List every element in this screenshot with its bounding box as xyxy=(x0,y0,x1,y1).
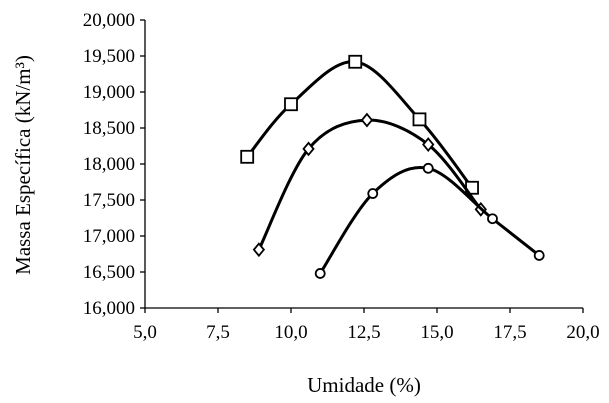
y-axis-title: Massa Específica (kN/m³) xyxy=(11,55,35,275)
x-tick-label: 10,0 xyxy=(274,322,307,343)
square-marker xyxy=(240,149,255,164)
x-tick-label: 17,5 xyxy=(493,322,526,343)
x-tick-label: 5,0 xyxy=(133,322,157,343)
y-tick-label: 20,000 xyxy=(83,10,135,31)
circle-marker xyxy=(367,188,379,199)
series-layer xyxy=(240,54,545,279)
y-tick-label: 19,000 xyxy=(83,82,135,103)
series-line xyxy=(257,118,483,252)
circle-marker xyxy=(487,213,498,225)
y-tick-label: 16,000 xyxy=(83,298,135,319)
circle-marker xyxy=(314,268,326,279)
y-tick-label: 16,500 xyxy=(83,262,135,283)
square-marker xyxy=(412,112,427,127)
x-tick-label: 7,5 xyxy=(206,322,230,343)
series-line xyxy=(245,60,474,190)
series-1-square xyxy=(240,54,479,195)
diamond-marker xyxy=(302,141,315,157)
series-line xyxy=(318,166,541,275)
square-marker xyxy=(348,54,363,69)
y-tick-label: 18,000 xyxy=(83,154,135,175)
series-3-circle xyxy=(314,162,545,279)
x-tick-label: 20,0 xyxy=(566,322,599,343)
diamond-marker xyxy=(252,242,266,258)
square-marker xyxy=(284,97,298,112)
x-tick-label: 15,0 xyxy=(420,322,453,343)
diamond-marker xyxy=(422,137,435,152)
circle-marker xyxy=(533,250,545,261)
x-tick-label: 12,5 xyxy=(347,322,380,343)
y-tick-label: 17,500 xyxy=(83,190,135,211)
y-tick-label: 19,500 xyxy=(83,46,135,67)
series-2-diamond xyxy=(252,112,487,258)
y-tick-label: 17,000 xyxy=(83,226,135,247)
y-axis-ticks: 16,000 16,500 17,000 17,500 18,000 18,500 19,0… xyxy=(83,10,145,319)
circle-marker xyxy=(422,162,434,174)
y-tick-label: 18,500 xyxy=(83,118,135,139)
x-axis-ticks: 5,0 7,5 10,0 12,5 15,0 17,5 20,0 xyxy=(133,308,600,343)
diamond-marker xyxy=(360,112,374,128)
x-axis-title: Umidade (%) xyxy=(307,373,421,397)
